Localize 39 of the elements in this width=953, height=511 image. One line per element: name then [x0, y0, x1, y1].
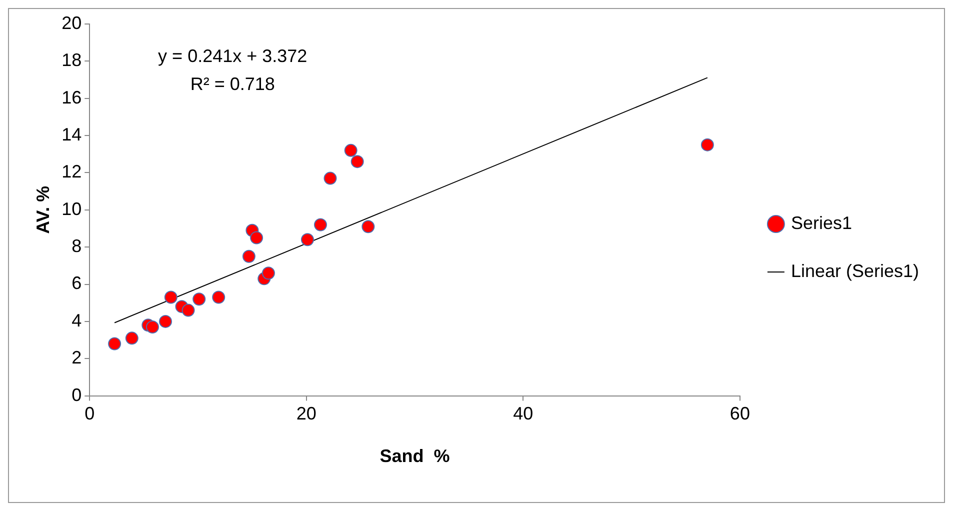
x-tick-label: 0 [84, 404, 95, 424]
point [125, 332, 138, 345]
legend-label: Linear (Series1) [790, 260, 920, 281]
point [242, 250, 256, 263]
point [262, 266, 275, 280]
y-tick-label: 2 [72, 348, 82, 368]
y-tick-label: 6 [72, 273, 82, 294]
legend-label: Series1 [790, 212, 852, 233]
x-tick-label: 40 [513, 404, 534, 424]
point [108, 337, 122, 350]
y-tick-label: 4 [72, 310, 82, 330]
x-tick-label: 20 [296, 404, 316, 424]
point [146, 320, 159, 334]
y-tick-label: 18 [62, 50, 82, 70]
y-tick-label: 20 [62, 12, 82, 33]
point [324, 172, 337, 185]
point [158, 314, 172, 328]
point [164, 290, 178, 304]
y-tick-label: 12 [62, 162, 82, 182]
x-tick-label: 60 [730, 404, 750, 424]
point [700, 138, 714, 152]
point [344, 144, 358, 157]
annotation: y = 0.241x + 3.372 [158, 46, 308, 66]
point [212, 290, 226, 304]
y-tick-label: 8 [72, 236, 82, 256]
point [362, 220, 375, 234]
point [182, 304, 195, 317]
annotation: R² = 0.718 [190, 74, 275, 94]
y-tick-label: 14 [62, 124, 82, 145]
x-axis-title: Sand % [380, 446, 450, 466]
y-tick-label: 0 [72, 384, 82, 405]
point [192, 292, 206, 306]
y-axis-title: AV. % [32, 186, 53, 234]
point [250, 231, 264, 244]
point [314, 218, 327, 232]
point [350, 155, 364, 168]
point [300, 233, 314, 246]
y-tick-label: 16 [62, 87, 82, 108]
y-tick-label: 10 [62, 198, 82, 219]
